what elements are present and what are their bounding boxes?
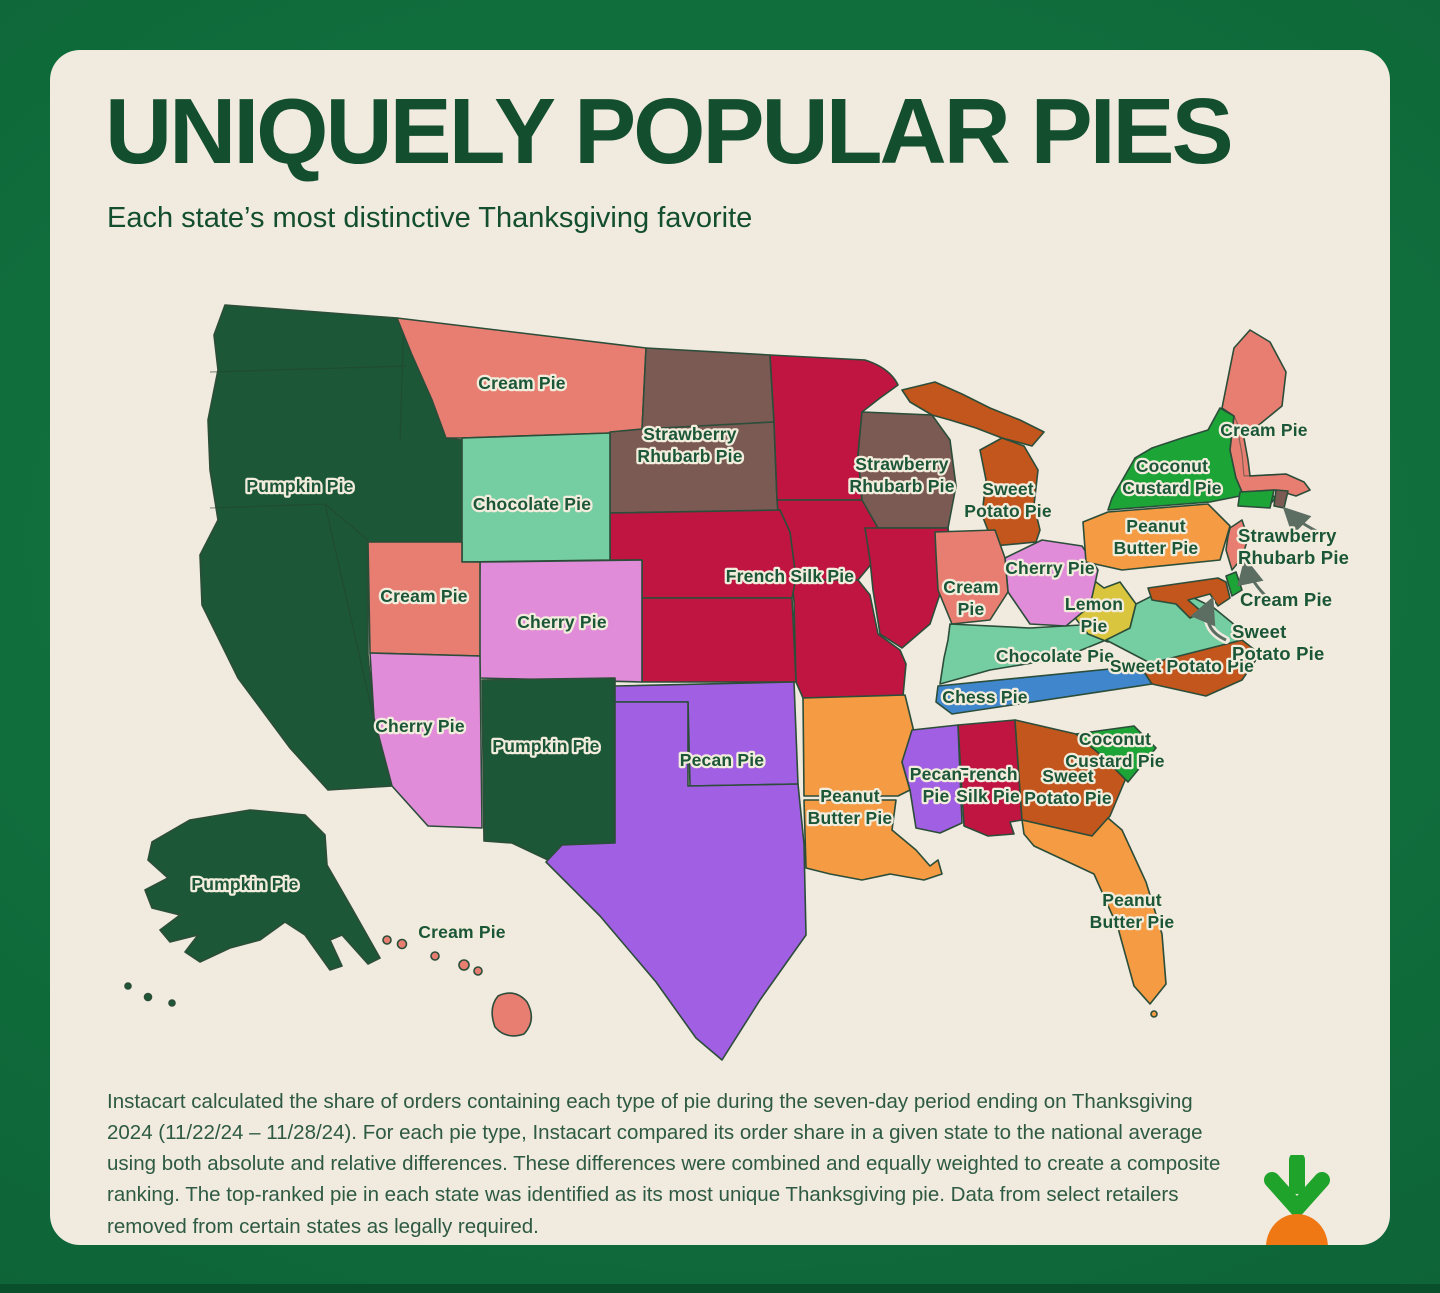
ak-island (168, 999, 176, 1007)
callout-label-ri-strawberry-rhubarb: Strawberry (1238, 525, 1337, 546)
state-shapes (124, 304, 1311, 1061)
callout-label-md-sweet-potato: Sweet (1232, 621, 1286, 642)
label-az-cherry: Cherry Pie (375, 716, 465, 736)
label-mi-sweet-potato: Potato Pie (964, 501, 1052, 521)
hi-big-island (491, 992, 533, 1037)
state-ks (641, 597, 797, 683)
label-west-pumpkin: Pumpkin Pie (246, 476, 353, 496)
label-nm-pumpkin: Pumpkin Pie (492, 736, 599, 756)
state-nd (641, 347, 775, 431)
label-fl-peanut-butter: Peanut (1102, 890, 1162, 910)
new-england-internal-borders (1233, 415, 1287, 477)
state-nj (1225, 519, 1249, 571)
state-sc (1075, 725, 1157, 783)
ak-island (124, 982, 132, 990)
callout-arrow-nj (1237, 557, 1272, 602)
state-ct (1237, 489, 1275, 509)
label-al-french-silk: Silk Pie (956, 786, 1020, 806)
hi-island (458, 959, 470, 971)
state-labels: Pumpkin Pie Cream Pie Strawberry Rhubarb… (189, 371, 1350, 945)
label-ar-la-peanut-butter: Butter Pie (808, 808, 893, 828)
carrot-leaf-arrow-icon (1264, 1155, 1330, 1216)
hi-island (473, 966, 483, 976)
label-pa-peanut-butter: Peanut (1126, 516, 1186, 536)
state-new-england (1221, 329, 1311, 497)
state-mi-upper (901, 381, 1045, 447)
hi-island (396, 938, 408, 950)
label-wi-strawberry-rhubarb: Rhubarb Pie (849, 476, 954, 496)
west-internal-borders (209, 319, 407, 721)
ak-island (143, 992, 153, 1002)
callout-arrow-md (1190, 596, 1227, 642)
label-sc-coconut-custard: Custard Pie (1065, 751, 1165, 771)
state-tx (545, 701, 807, 1061)
label-ar-la-peanut-butter: Peanut (820, 786, 880, 806)
label-ut-cream: Cream Pie (380, 586, 467, 606)
label-nc-sweet-potato: Sweet Potato Pie (1110, 656, 1254, 676)
label-wi-strawberry-rhubarb: Strawberry (855, 454, 948, 474)
state-tn (935, 665, 1153, 715)
state-oh (1004, 539, 1099, 627)
state-fl (1021, 817, 1167, 1005)
label-dakotas-strawberry-rhubarb: Strawberry (643, 424, 736, 444)
us-pie-map: Pumpkin Pie Cream Pie Strawberry Rhubarb… (124, 304, 1350, 1061)
state-in (934, 529, 1009, 625)
label-ak-pumpkin: Pumpkin Pie (191, 874, 298, 894)
label-new-england-cream: Cream Pie (1220, 420, 1307, 440)
label-tx-ok-pecan: Pecan Pie (680, 750, 765, 770)
label-mt-cream: Cream Pie (478, 373, 565, 393)
state-ar (802, 694, 915, 797)
label-fl-peanut-butter: Butter Pie (1090, 912, 1175, 932)
label-in-cream: Cream (943, 577, 998, 597)
label-mi-sweet-potato: Sweet (982, 479, 1034, 499)
label-ms-pecan: Pecan (910, 764, 963, 784)
state-ak (144, 809, 381, 971)
infographic-card: UNIQUELY POPULAR PIES Each state’s most … (50, 50, 1390, 1245)
carrot-body-icon (1266, 1214, 1328, 1245)
label-sc-coconut-custard: Coconut (1079, 729, 1151, 749)
state-fl-keys (1150, 1010, 1158, 1018)
label-wy-chocolate: Chocolate Pie (473, 494, 591, 514)
page-title: UNIQUELY POPULAR PIES (105, 79, 1234, 183)
label-hi-cream: Cream Pie (418, 922, 505, 942)
instacart-carrot-logo (1264, 1155, 1330, 1245)
label-ga-sweet-potato: Sweet (1042, 766, 1094, 786)
label-dakotas-strawberry-rhubarb: Rhubarb Pie (637, 446, 742, 466)
label-ny-coconut-custard: Custard Pie (1122, 478, 1222, 498)
label-oh-cherry: Cherry Pie (1005, 558, 1095, 578)
hi-island (382, 935, 392, 945)
state-pa (1082, 503, 1231, 571)
label-wv-lemon: Lemon (1065, 594, 1123, 614)
label-ky-va-chocolate: Chocolate Pie (996, 646, 1114, 666)
label-in-cream: Pie (958, 599, 985, 619)
state-la (803, 799, 943, 881)
page-subtitle: Each state’s most distinctive Thanksgivi… (107, 202, 753, 234)
callout-label-nj-cream: Cream Pie (1240, 589, 1332, 610)
state-az (369, 652, 483, 829)
state-ri (1273, 489, 1289, 509)
label-co-cherry: Cherry Pie (517, 612, 607, 632)
label-ga-sweet-potato: Potato Pie (1024, 788, 1112, 808)
hi-island (430, 951, 440, 961)
methodology-note: Instacart calculated the share of orders… (107, 1090, 1221, 1238)
label-wv-lemon: Pie (1081, 616, 1108, 636)
callout-arrow-ri (1282, 506, 1323, 536)
state-nc (1139, 639, 1261, 697)
state-nm (481, 677, 616, 861)
callout-arrows (1190, 506, 1326, 644)
frame-bottom-shadow (0, 1284, 1440, 1293)
state-mi-mitten (979, 437, 1041, 547)
label-tn-chess: Chess Pie (942, 687, 1028, 707)
label-ms-pecan: Pie (923, 786, 950, 806)
callout-label-ri-strawberry-rhubarb: Rhubarb Pie (1238, 547, 1349, 568)
callout-label-md-sweet-potato: Potato Pie (1232, 643, 1324, 664)
label-midwest-french-silk: French Silk Pie (726, 566, 855, 586)
label-al-french-silk: French (958, 764, 1018, 784)
label-pa-peanut-butter: Butter Pie (1114, 538, 1199, 558)
label-ny-coconut-custard: Coconut (1136, 456, 1208, 476)
